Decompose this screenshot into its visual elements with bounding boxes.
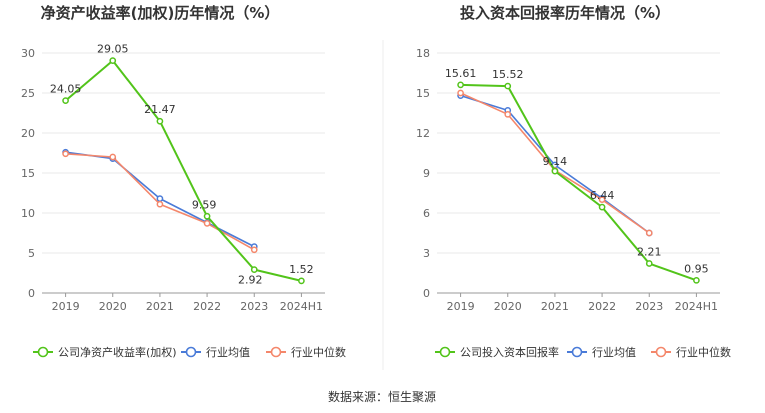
roic-chart: 投入资本回报率历年情况（%） 0 3 6 9 12 15 18 2019 2020 2021 202… [416, 4, 731, 359]
legend-marker-icon [37, 346, 49, 358]
y-tick-label: 20 [21, 127, 35, 140]
legend-item-industry_avg[interactable]: 行业均值 [181, 346, 250, 359]
x-tick-label: 2024H1 [280, 300, 323, 313]
legend-marker-icon [655, 346, 667, 358]
roe-chart: 净资产收益率(加权)历年情况（%） 0 5 10 15 20 25 30 2019 2020 20… [21, 4, 346, 359]
x-tick-label: 2024H1 [675, 300, 718, 313]
legend-item-company[interactable]: 公司投入资本回报率 [435, 345, 559, 359]
data-label: 21.47 [144, 103, 176, 116]
legend-label: 行业均值 [592, 346, 636, 359]
data-point-industry_median [203, 220, 211, 227]
y-tick-label: 10 [21, 207, 35, 220]
data-point-industry_median [109, 153, 117, 161]
data-point-company [109, 57, 117, 64]
legend-marker-icon [571, 346, 583, 358]
data-label: 15.52 [492, 68, 524, 81]
y-tick-label: 15 [416, 87, 430, 100]
y-tick-label: 6 [423, 207, 430, 220]
data-label: 9.14 [543, 155, 568, 168]
data-label: 2.92 [238, 274, 263, 287]
data-point-company [504, 82, 512, 90]
data-source-note: 数据来源：恒生聚源 [328, 389, 436, 404]
x-tick-label: 2023 [240, 300, 268, 313]
data-label: 9.59 [192, 198, 217, 211]
legend-marker-icon [270, 346, 282, 358]
legend-marker-icon [439, 346, 451, 358]
data-point-industry_median [504, 110, 512, 118]
data-point-company [551, 167, 559, 175]
data-point-company [298, 277, 305, 285]
chart-title: 净资产收益率(加权)历年情况（%） [41, 4, 280, 22]
data-label: 24.05 [50, 83, 82, 96]
data-label: 1.52 [289, 263, 314, 276]
data-label: 15.61 [445, 67, 477, 80]
y-tick-label: 3 [423, 247, 430, 260]
chart-title: 投入资本回报率历年情况（%） [460, 4, 670, 22]
x-tick-label: 2020 [494, 300, 522, 313]
legend-label: 行业中位数 [291, 345, 346, 359]
x-tick-label: 2023 [635, 300, 663, 313]
y-tick-label: 15 [21, 167, 35, 180]
legend-label: 行业中位数 [676, 345, 731, 359]
data-point-company [62, 97, 69, 104]
legend-item-industry_median[interactable]: 行业中位数 [266, 345, 346, 359]
y-tick-label: 12 [416, 127, 430, 140]
data-label: 0.95 [684, 262, 709, 275]
legend-label: 行业均值 [206, 346, 250, 359]
legend-item-company[interactable]: 公司净资产收益率(加权) [33, 345, 177, 359]
y-tick-label: 25 [21, 87, 35, 100]
legend-marker-icon [185, 346, 197, 358]
data-point-company [156, 117, 164, 125]
x-tick-label: 2022 [588, 300, 616, 313]
legend-label: 公司净资产收益率(加权) [58, 345, 177, 359]
data-point-company [250, 266, 258, 273]
data-point-company [598, 203, 606, 211]
y-tick-label: 9 [423, 167, 430, 180]
x-tick-label: 2019 [52, 300, 80, 313]
data-point-industry_median [250, 246, 258, 254]
y-tick-label: 18 [416, 47, 430, 60]
data-label: 6.44 [590, 189, 615, 202]
data-point-industry_median [156, 200, 164, 208]
data-point-industry_median [598, 196, 606, 204]
x-tick-label: 2022 [193, 300, 221, 313]
data-label: 29.05 [97, 43, 129, 56]
legend-item-industry_avg[interactable]: 行业均值 [567, 346, 636, 359]
x-tick-label: 2019 [447, 300, 475, 313]
legend-item-industry_median[interactable]: 行业中位数 [651, 345, 731, 359]
y-tick-label: 5 [28, 247, 35, 260]
data-point-industry_median [62, 150, 69, 158]
x-tick-label: 2021 [146, 300, 174, 313]
series-line-company [460, 83, 697, 282]
data-point-company [693, 276, 700, 284]
data-label: 2.21 [637, 246, 662, 259]
data-point-industry_median [457, 89, 464, 97]
legend-label: 公司投入资本回报率 [460, 345, 559, 359]
data-point-company [457, 81, 464, 89]
series-line-company [64, 59, 302, 282]
y-tick-label: 30 [21, 47, 35, 60]
y-tick-label: 0 [423, 287, 430, 300]
y-tick-label: 0 [28, 287, 35, 300]
x-tick-label: 2020 [99, 300, 127, 313]
data-point-industry_avg [156, 195, 164, 202]
x-tick-label: 2021 [541, 300, 569, 313]
data-point-company [645, 260, 653, 267]
data-point-industry_median [645, 229, 653, 237]
data-point-company [203, 212, 211, 220]
